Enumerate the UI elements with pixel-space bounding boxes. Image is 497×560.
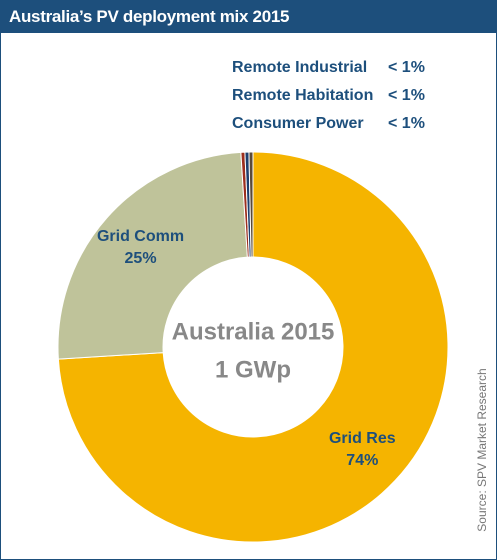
callout-label: Remote Industrial — [232, 59, 367, 76]
chart-title: Australia’s PV deployment mix 2015 — [9, 7, 290, 26]
slice — [57, 151, 449, 543]
slice-value-label: 74% — [346, 452, 378, 469]
callout-label: Consumer Power — [232, 115, 364, 132]
center-label: Australia 2015 — [172, 318, 335, 345]
header-bar: Australia’s PV deployment mix 2015 — [1, 1, 496, 33]
slice-label: Grid Res — [329, 430, 396, 447]
callout-label: Remote Habitation — [232, 87, 373, 104]
source-note: Source: SPV Market Research — [475, 368, 489, 531]
slice-value-label: 25% — [125, 250, 157, 267]
center-label: 1 GWp — [215, 356, 291, 383]
slice-label: Grid Comm — [97, 228, 184, 245]
slice — [57, 151, 248, 360]
callout-value-label: < 1% — [388, 115, 425, 132]
callout-value-label: < 1% — [388, 59, 425, 76]
slice — [248, 151, 254, 258]
callout-value-label: < 1% — [388, 87, 425, 104]
